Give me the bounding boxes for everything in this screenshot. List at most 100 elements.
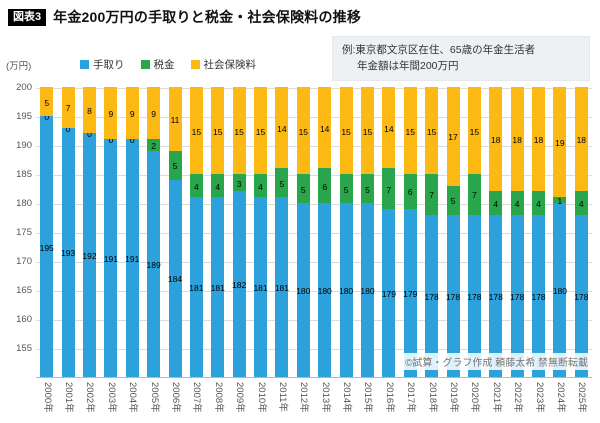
bar-value-label: 184 bbox=[167, 274, 183, 285]
bar-value-label: 193 bbox=[60, 248, 76, 259]
x-axis-label: 2015年 bbox=[362, 382, 374, 413]
y-axis-tick-label: 155 bbox=[16, 343, 32, 354]
y-axis-tick-label: 190 bbox=[16, 140, 32, 151]
x-axis-label: 2016年 bbox=[383, 382, 395, 413]
bar-segment bbox=[339, 203, 353, 377]
bar-value-label: 178 bbox=[531, 291, 546, 302]
bar-segment bbox=[168, 179, 182, 377]
bar-segment bbox=[574, 214, 588, 377]
bar-value-label: 9 bbox=[129, 109, 135, 120]
bar-segment bbox=[403, 174, 417, 209]
gridline bbox=[36, 262, 592, 263]
legend-item-tax: 税金 bbox=[140, 57, 175, 72]
bar-value-label: 178 bbox=[445, 291, 461, 302]
bar-segment bbox=[61, 87, 75, 128]
chart-header: 図表3 年金200万円の手取りと税金・社会保険料の推移 bbox=[8, 7, 361, 27]
x-axis-label: 2011年 bbox=[276, 382, 288, 412]
y-axis-unit-label: (万円) bbox=[6, 61, 32, 72]
x-axis-label: 2002年 bbox=[84, 382, 96, 413]
bar-value-label: 0 bbox=[129, 135, 135, 146]
bar-segment bbox=[339, 87, 353, 174]
bar-segment bbox=[553, 203, 567, 377]
annotation-line1: 例:東京都文京区在住、65歳の年金生活者 bbox=[342, 44, 536, 56]
bar-segment bbox=[489, 191, 503, 215]
bar-value-label: 14 bbox=[384, 123, 394, 134]
y-axis-tick-label: 170 bbox=[16, 256, 32, 267]
bar-segment bbox=[211, 87, 225, 174]
bar-segment bbox=[232, 191, 246, 377]
bar-value-label: 15 bbox=[469, 126, 480, 137]
figure-badge: 図表3 bbox=[8, 8, 47, 26]
bar-value-label: 4 bbox=[493, 199, 499, 209]
bar-value-label: 0 bbox=[87, 129, 92, 140]
bar-segment bbox=[510, 87, 524, 192]
bar-value-label: 4 bbox=[215, 181, 221, 192]
bar-segment bbox=[403, 87, 417, 174]
x-axis-label: 2003年 bbox=[105, 382, 117, 413]
bar-value-label: 2 bbox=[151, 141, 156, 151]
bar-segment bbox=[254, 197, 268, 377]
y-axis-tick-label: 175 bbox=[16, 227, 32, 238]
legend-swatch-insurance-icon bbox=[190, 60, 200, 69]
bar-value-label: 4 bbox=[514, 199, 520, 209]
bar-value-label: 180 bbox=[360, 286, 375, 296]
bar-segment bbox=[532, 214, 546, 377]
bar-segment bbox=[446, 214, 460, 377]
bar-segment bbox=[467, 214, 481, 377]
x-axis-label: 2025年 bbox=[576, 382, 588, 413]
bar-segment bbox=[211, 197, 225, 377]
bar-value-label: 3 bbox=[236, 178, 242, 189]
bar-segment bbox=[425, 174, 439, 215]
bar-segment bbox=[489, 214, 503, 377]
gridline bbox=[36, 291, 592, 292]
x-axis-label: 2013年 bbox=[319, 382, 331, 413]
bar-value-label: 14 bbox=[319, 123, 330, 134]
y-axis-tick-label: 160 bbox=[16, 314, 32, 325]
bar-segment bbox=[318, 168, 332, 203]
bar-value-label: 179 bbox=[403, 288, 418, 299]
bar-segment bbox=[189, 87, 203, 174]
legend-swatch-tax-icon bbox=[140, 60, 150, 69]
x-axis-label: 2005年 bbox=[148, 382, 160, 413]
bar-value-label: 5 bbox=[343, 184, 349, 195]
bar-value-label: 9 bbox=[151, 109, 156, 120]
legend-label-tax: 税金 bbox=[153, 59, 175, 71]
bar-segment bbox=[339, 174, 353, 203]
bar-segment bbox=[467, 87, 481, 174]
bar-value-label: 191 bbox=[103, 254, 118, 265]
bar-value-label: 180 bbox=[317, 286, 332, 296]
bar-value-label: 18 bbox=[576, 135, 587, 146]
bar-value-label: 15 bbox=[298, 126, 309, 137]
bar-value-label: 4 bbox=[258, 181, 263, 192]
bar-value-label: 192 bbox=[82, 251, 97, 262]
bar-segment bbox=[360, 87, 374, 174]
x-axis-label: 2024年 bbox=[554, 382, 566, 413]
bar-segment bbox=[446, 87, 460, 186]
bar-segment bbox=[553, 87, 567, 198]
bar-segment bbox=[189, 174, 203, 198]
bar-value-label: 15 bbox=[234, 126, 244, 137]
bar-value-label: 178 bbox=[467, 291, 482, 302]
bar-segment bbox=[61, 127, 75, 377]
x-axis-label: 2020年 bbox=[469, 382, 481, 413]
bar-segment bbox=[82, 87, 96, 134]
bar-segment bbox=[211, 174, 225, 198]
x-axis-label: 2001年 bbox=[63, 382, 75, 413]
bar-value-label: 178 bbox=[574, 291, 589, 302]
bar-segment bbox=[532, 191, 546, 215]
legend-item-net: 手取り bbox=[80, 57, 125, 72]
bar-value-label: 18 bbox=[491, 135, 501, 146]
legend-label-net: 手取り bbox=[93, 59, 125, 71]
bar-segment bbox=[425, 214, 439, 377]
bar-value-label: 178 bbox=[424, 291, 439, 302]
bar-segment bbox=[553, 197, 567, 203]
bar-segment bbox=[275, 168, 289, 198]
bar-segment bbox=[574, 191, 588, 215]
chart-legend: 手取り 税金 社会保険料 bbox=[80, 57, 256, 72]
bar-value-label: 181 bbox=[189, 283, 204, 294]
gridline bbox=[36, 175, 592, 176]
bar-segment bbox=[296, 203, 310, 377]
bar-segment bbox=[104, 87, 118, 140]
y-axis-tick-label: 185 bbox=[16, 169, 32, 180]
